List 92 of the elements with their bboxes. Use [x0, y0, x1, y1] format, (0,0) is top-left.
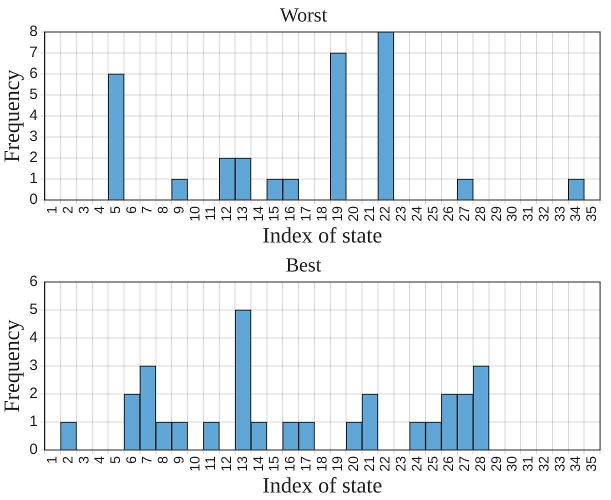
- x-tick-label: 17: [297, 456, 314, 472]
- x-tick-label: 16: [282, 206, 298, 222]
- x-tick-label: 24: [408, 206, 424, 222]
- x-tick-label: 14: [250, 456, 266, 472]
- x-tick-label: 30: [504, 456, 520, 472]
- x-tick-label: 28: [472, 456, 488, 472]
- x-tick-label: 33: [551, 206, 568, 222]
- x-tick-label: 12: [218, 456, 234, 472]
- x-tick-label: 10: [186, 456, 202, 472]
- y-tick-label: 0: [29, 191, 38, 208]
- x-tick-label: 34: [567, 206, 584, 222]
- x-tick-label: 22: [376, 456, 393, 472]
- x-tick-label: 23: [392, 456, 409, 472]
- y-tick-label: 5: [29, 86, 38, 104]
- x-tick-label: 9: [170, 206, 186, 214]
- x-tick-label: 35: [583, 456, 599, 472]
- y-tick-label: 7: [29, 44, 38, 62]
- y-tick-label: 8: [29, 23, 38, 40]
- x-tick-label: 15: [266, 456, 282, 472]
- x-axis-title: Index of state: [262, 222, 382, 248]
- x-tick-label: 14: [250, 206, 266, 222]
- x-tick-label: 22: [376, 206, 393, 222]
- x-tick-label: 33: [551, 456, 568, 472]
- y-tick-label: 5: [29, 301, 38, 318]
- x-tick-label: 23: [392, 206, 409, 222]
- y-axis-title: Frequency: [0, 320, 24, 412]
- y-tick-label: 0: [29, 441, 38, 458]
- x-tick-label: 11: [202, 456, 218, 471]
- x-tick-label: 13: [234, 206, 250, 222]
- x-tick-label: 18: [313, 456, 330, 472]
- chart-title: Best: [286, 254, 322, 276]
- x-tick-label: 6: [122, 206, 139, 214]
- y-tick-label: 6: [29, 65, 38, 82]
- x-tick-label: 30: [504, 206, 520, 222]
- x-tick-label: 32: [535, 456, 552, 472]
- x-tick-label: 5: [107, 456, 123, 464]
- x-tick-label: 29: [488, 206, 504, 222]
- x-tick-label: 5: [107, 206, 123, 214]
- y-tick-label: 3: [29, 128, 38, 146]
- x-tick-label: 19: [329, 456, 346, 472]
- x-tick-label: 12: [218, 206, 234, 222]
- x-tick-label: 8: [154, 206, 171, 214]
- x-tick-label: 1: [44, 456, 60, 464]
- x-tick-label: 20: [345, 206, 361, 222]
- y-tick-label: 6: [29, 273, 38, 290]
- x-tick-label: 27: [456, 206, 472, 222]
- x-tick-label: 27: [456, 456, 472, 472]
- x-tick-label: 19: [329, 206, 346, 222]
- x-tick-label: 8: [154, 456, 171, 464]
- x-tick-label: 16: [282, 456, 298, 472]
- y-axis-title: Frequency: [0, 70, 24, 162]
- x-tick-label: 31: [520, 206, 536, 222]
- x-tick-label: 7: [138, 456, 155, 464]
- x-tick-label: 2: [59, 206, 76, 214]
- x-tick-label: 29: [488, 456, 504, 472]
- x-axis-title: Index of state: [262, 472, 382, 498]
- x-tick-label: 32: [535, 206, 552, 222]
- x-tick-label: 2: [59, 456, 76, 464]
- x-tick-label: 9: [170, 456, 186, 464]
- x-tick-label: 18: [313, 206, 330, 222]
- x-tick-label: 4: [91, 206, 108, 214]
- x-tick-label: 11: [202, 206, 218, 221]
- y-tick-label: 4: [29, 107, 38, 124]
- x-tick-label: 24: [408, 456, 424, 472]
- x-tick-label: 4: [91, 456, 108, 464]
- x-tick-label: 10: [186, 206, 202, 222]
- y-tick-label: 1: [29, 170, 38, 188]
- chart-title: Worst: [280, 4, 328, 26]
- y-tick-label: 2: [29, 149, 38, 166]
- x-tick-label: 3: [75, 206, 92, 214]
- x-tick-label: 7: [138, 206, 155, 214]
- y-tick-label: 2: [29, 385, 38, 402]
- x-tick-label: 25: [424, 456, 440, 472]
- x-tick-label: 25: [424, 206, 440, 222]
- x-tick-label: 35: [583, 206, 599, 222]
- x-tick-label: 17: [297, 206, 314, 222]
- x-tick-label: 34: [567, 456, 584, 472]
- y-tick-label: 1: [29, 413, 38, 430]
- x-tick-label: 21: [360, 206, 377, 222]
- x-tick-label: 1: [44, 206, 60, 214]
- y-tick-label: 4: [29, 329, 38, 346]
- x-tick-label: 26: [440, 206, 456, 222]
- x-tick-label: 21: [360, 456, 377, 472]
- x-tick-label: 13: [234, 456, 250, 472]
- x-tick-label: 31: [520, 456, 536, 472]
- x-tick-label: 28: [472, 206, 488, 222]
- x-tick-label: 3: [75, 456, 92, 464]
- x-tick-label: 6: [122, 456, 139, 464]
- x-tick-label: 15: [266, 206, 282, 222]
- x-tick-label: 20: [345, 456, 361, 472]
- y-tick-label: 3: [29, 357, 38, 374]
- x-tick-label: 26: [440, 456, 456, 472]
